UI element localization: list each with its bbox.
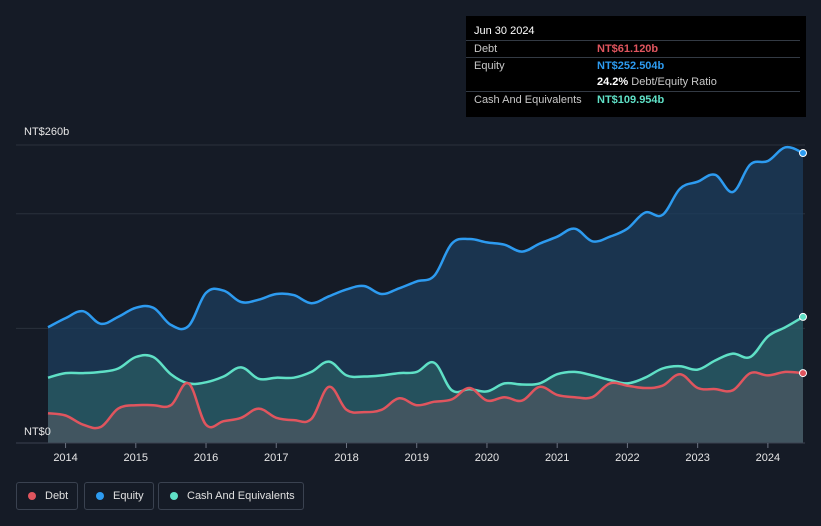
tooltip-cash-label: Cash And Equivalents: [474, 94, 582, 106]
legend-equity[interactable]: Equity: [84, 482, 154, 510]
tooltip-equity-value: NT$252.504b: [597, 60, 665, 72]
debt-end-point[interactable]: [799, 369, 807, 378]
tooltip-cash-value: NT$109.954b: [597, 94, 665, 106]
tooltip-row-ratio: 24.2% Debt/Equity Ratio: [466, 74, 800, 91]
tooltip-ratio-label: Debt/Equity Ratio: [631, 76, 717, 88]
cash-legend-dot-icon: [170, 492, 178, 500]
y-bottom-label: NT$0: [24, 426, 51, 438]
y-top-label: NT$260b: [24, 126, 69, 138]
tooltip-debt-value: NT$61.120b: [597, 43, 659, 55]
cash-and-equivalents-line: [47, 315, 804, 394]
x-tick-label: 2016: [194, 452, 218, 464]
debt-line: [47, 370, 804, 430]
tooltip-debt-label: Debt: [474, 43, 498, 55]
tooltip-panel: Jun 30 2024 Debt NT$61.120b Equity NT$25…: [466, 16, 806, 117]
tooltip-row-debt: Debt NT$61.120b: [466, 40, 800, 58]
x-tick-label: 2024: [756, 452, 780, 464]
x-tick-label: 2017: [264, 452, 288, 464]
x-tick-label: 2019: [404, 452, 428, 464]
legend-cash[interactable]: Cash And Equivalents: [158, 482, 304, 510]
equity-legend-dot-icon: [96, 492, 104, 500]
x-tick-label: 2023: [685, 452, 709, 464]
series-layer: [47, 145, 807, 443]
tooltip-row-equity: Equity NT$252.504b: [466, 57, 800, 75]
legend-debt-label: Debt: [45, 490, 69, 502]
tooltip-date: Jun 30 2024: [474, 25, 535, 37]
cash-and-equivalents-end-point[interactable]: [799, 312, 807, 321]
x-tick-label: 2018: [334, 452, 358, 464]
equity-end-point[interactable]: [799, 149, 807, 158]
x-tick-label: 2020: [475, 452, 499, 464]
equity-line: [47, 145, 804, 331]
tooltip-row-cash: Cash And Equivalents NT$109.954b: [466, 91, 800, 109]
x-axis-ticks: 2014 2015 2016 2017 2018 2019 2020 2021 2022 2023…: [53, 443, 780, 464]
x-tick-label: 2014: [53, 452, 77, 464]
debt-area: [48, 371, 803, 443]
legend-equity-label: Equity: [113, 490, 144, 502]
x-tick-label: 2015: [124, 452, 148, 464]
x-tick-label: 2021: [545, 452, 569, 464]
debt-legend-dot-icon: [28, 492, 36, 500]
tooltip-ratio-value: 24.2%: [597, 76, 629, 88]
x-tick-label: 2022: [615, 452, 639, 464]
tooltip-ratio: 24.2% Debt/Equity Ratio: [597, 76, 717, 88]
tooltip-equity-label: Equity: [474, 60, 505, 72]
legend-debt[interactable]: Debt: [16, 482, 78, 510]
legend-cash-label: Cash And Equivalents: [187, 490, 295, 502]
